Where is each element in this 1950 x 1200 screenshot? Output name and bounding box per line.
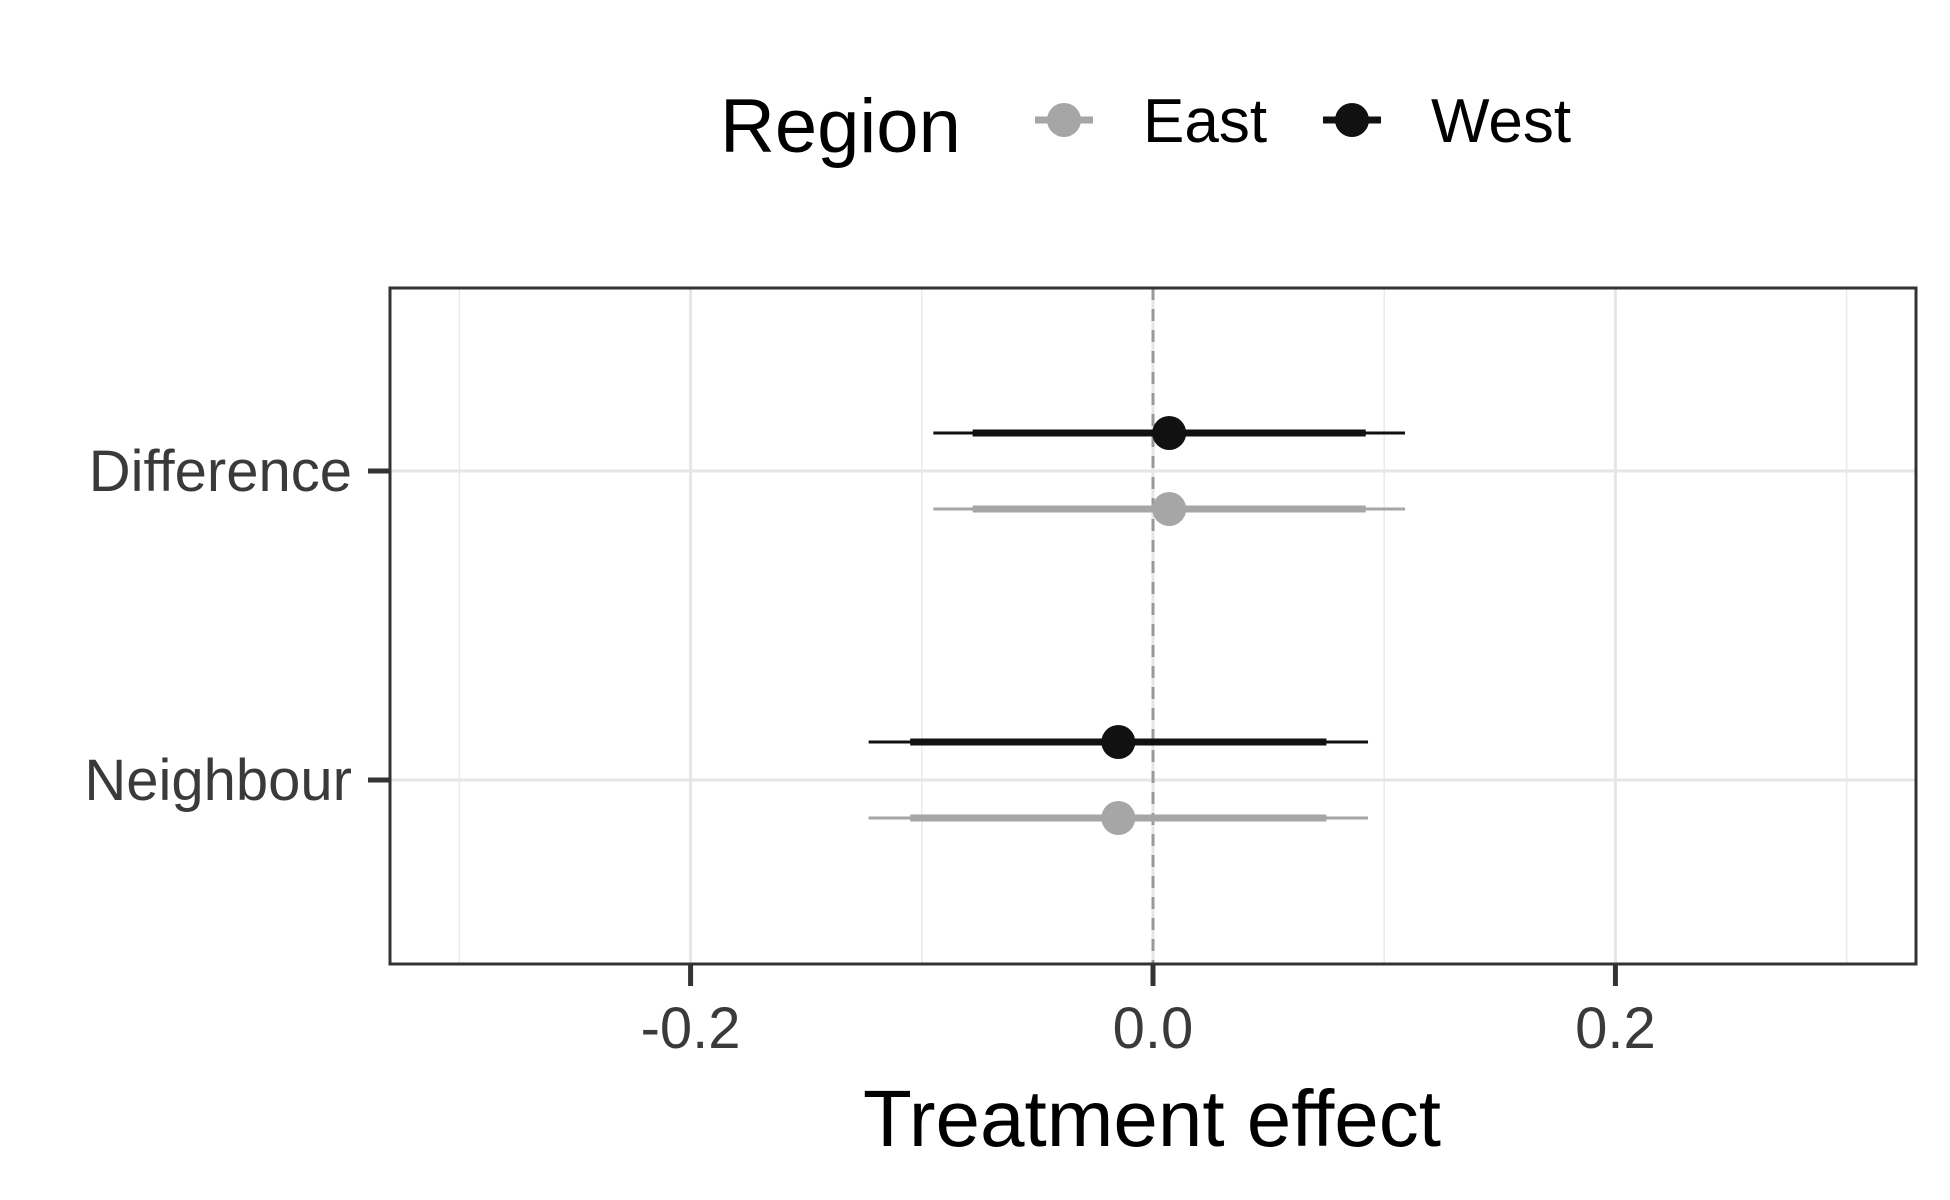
- legend-key-point: [1335, 103, 1369, 137]
- legend-key-point: [1047, 103, 1081, 137]
- legend-item-west: West: [1323, 87, 1571, 156]
- x-tick-label: 0.0: [1113, 996, 1194, 1061]
- legend-label: West: [1431, 87, 1571, 156]
- x-tick-label: 0.2: [1575, 996, 1656, 1061]
- y-tick-label: Difference: [89, 439, 352, 504]
- point-east-difference: [933, 492, 1406, 526]
- estimate-point: [1152, 416, 1187, 450]
- point-west-neighbour: [868, 725, 1369, 759]
- x-axis-title: Treatment effect: [863, 1074, 1441, 1163]
- x-tick-label: -0.2: [641, 996, 741, 1061]
- estimate-point: [1152, 492, 1187, 526]
- point-east-neighbour: [868, 801, 1369, 835]
- estimate-point: [1101, 801, 1136, 835]
- legend: Region East West: [720, 84, 1571, 169]
- legend-title: Region: [720, 84, 961, 169]
- point-west-difference: [933, 416, 1406, 450]
- estimate-point: [1101, 725, 1136, 759]
- y-tick-label: Neighbour: [84, 748, 352, 813]
- legend-item-east: East: [1035, 87, 1267, 156]
- legend-label: East: [1143, 87, 1267, 156]
